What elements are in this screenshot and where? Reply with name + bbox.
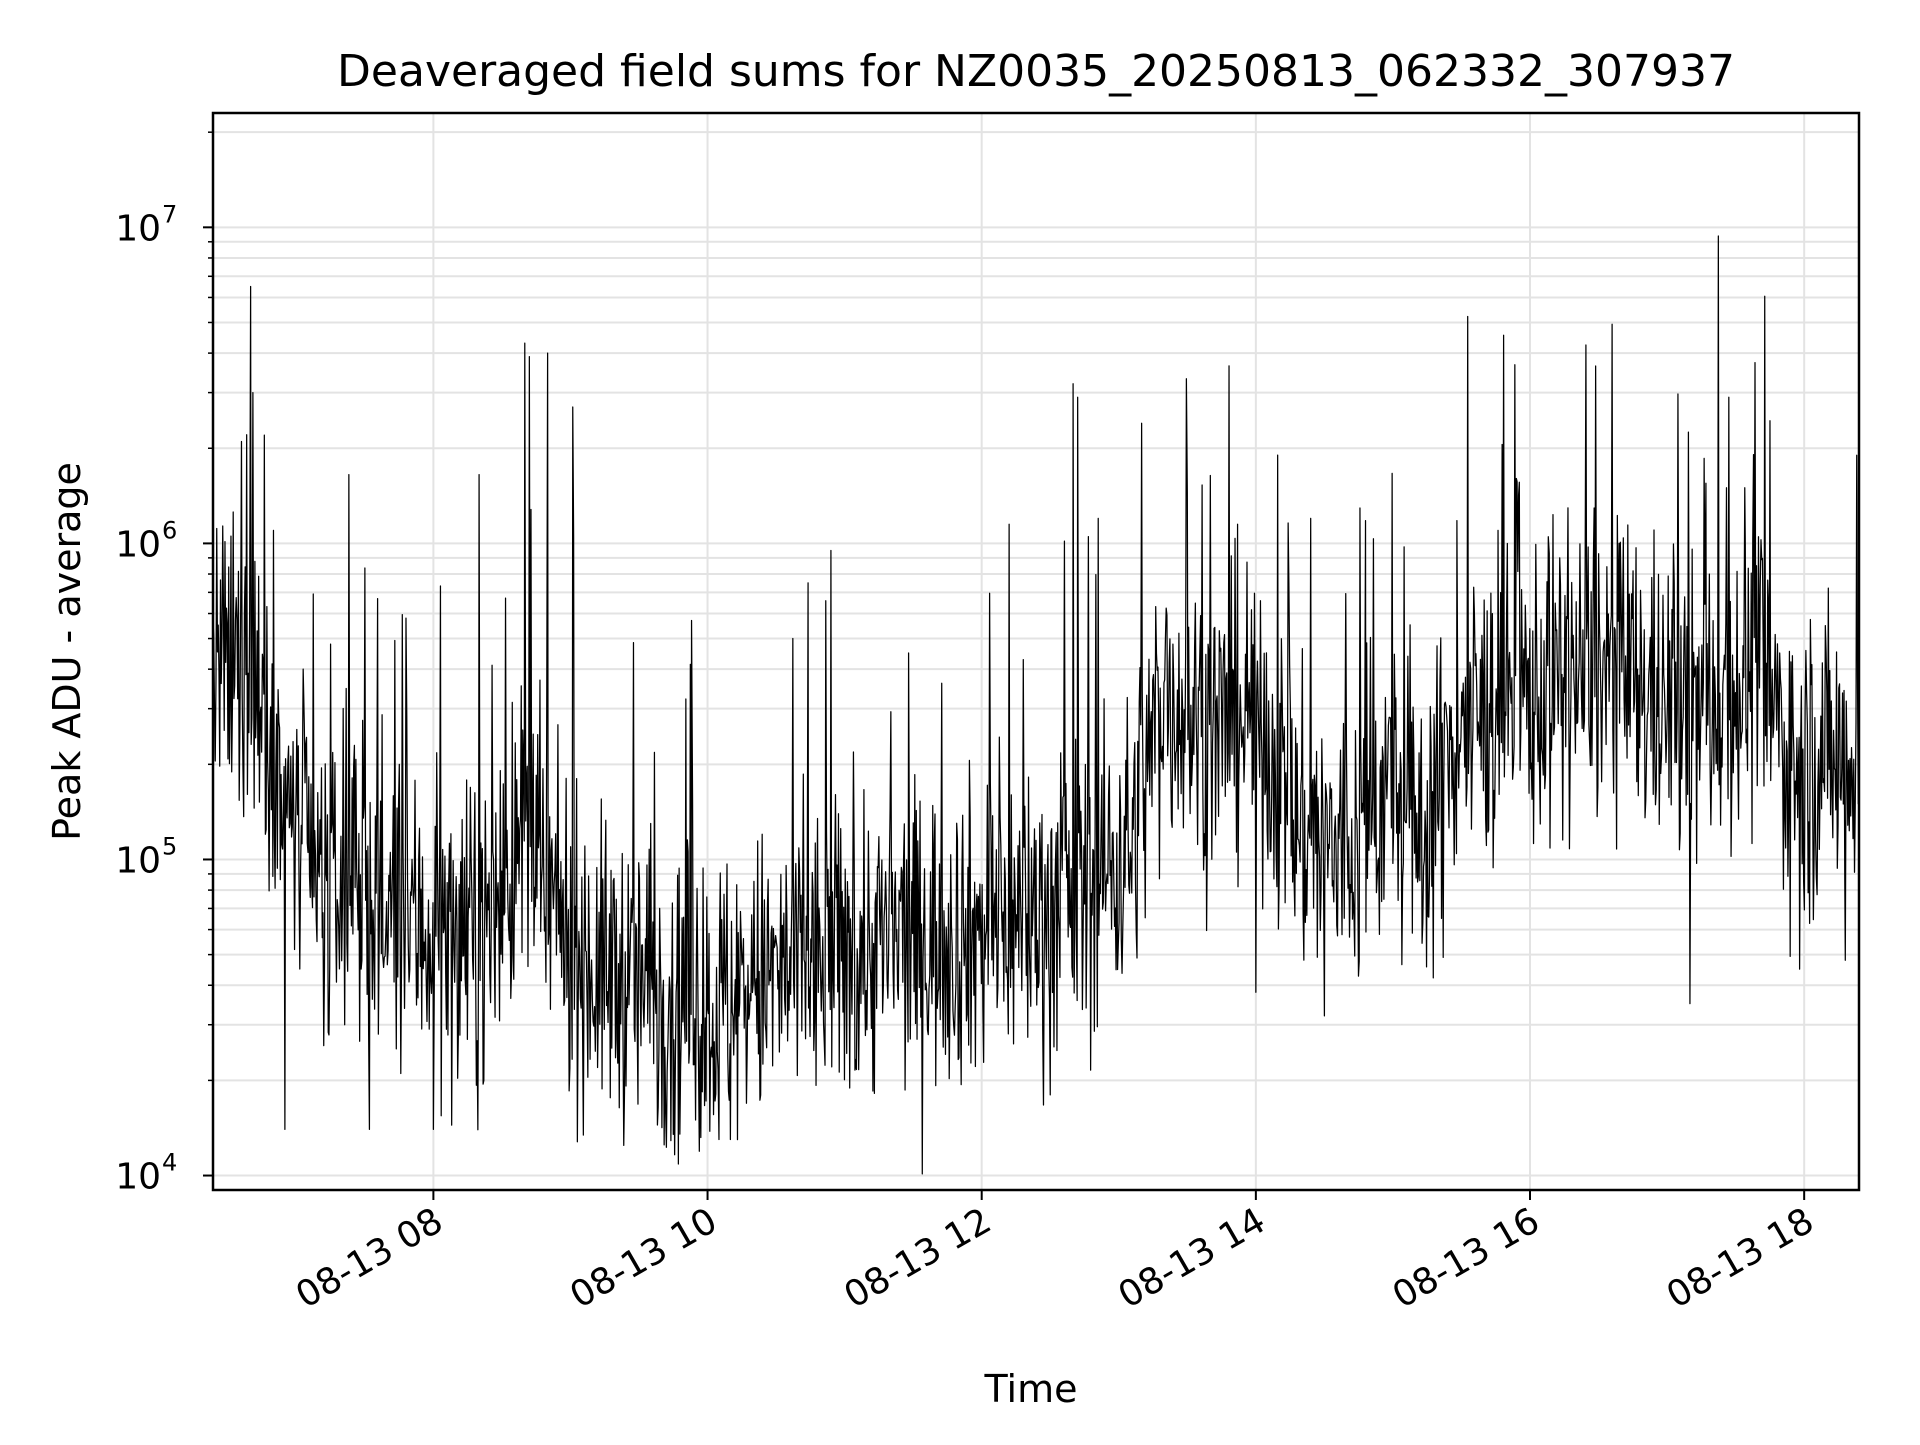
y-tick-label: 10 xyxy=(115,840,161,881)
y-tick-label-exponent: 6 xyxy=(162,516,177,544)
chart-title: Deaveraged field sums for NZ0035_2025081… xyxy=(337,46,1735,97)
y-axis-label: Peak ADU - average xyxy=(45,462,89,841)
y-tick-label-exponent: 5 xyxy=(162,832,177,860)
y-tick-label-exponent: 7 xyxy=(162,200,177,228)
series-line xyxy=(213,235,1859,1175)
y-tick-label: 10 xyxy=(115,208,161,249)
plot-area xyxy=(213,235,1859,1175)
y-tick-label-exponent: 4 xyxy=(162,1149,177,1177)
y-tick-label: 10 xyxy=(115,524,161,565)
y-tick-label: 10 xyxy=(115,1157,161,1198)
x-axis-label: Time xyxy=(984,1367,1078,1411)
plot-frame xyxy=(211,111,1861,1192)
